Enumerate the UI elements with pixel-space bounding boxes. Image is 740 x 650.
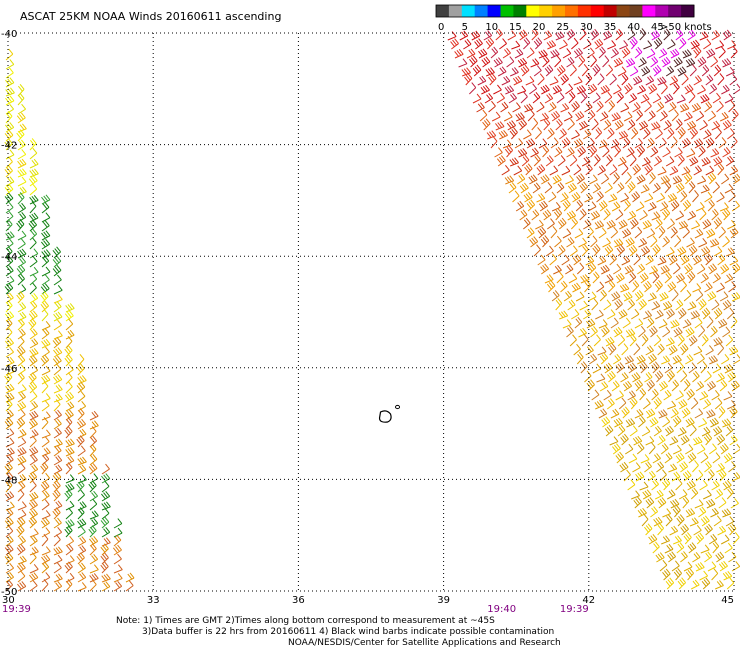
- colorbar-swatch: [436, 5, 450, 17]
- wind-speed-colorbar: 0 5 10 15 20 25 30 35 40 45: [435, 4, 695, 33]
- colorbar-tick-label: 5: [462, 22, 468, 33]
- colorbar-swatch: [500, 5, 514, 17]
- colorbar-swatch: [655, 5, 669, 17]
- note-line-1: Note: 1) Times are GMT 2)Times along bot…: [116, 616, 495, 626]
- colorbar-swatch: [629, 5, 643, 17]
- latitude-label: -44: [1, 252, 17, 263]
- colorbar-tick-label: 0: [438, 22, 444, 33]
- pass-time-label: 19:40: [487, 604, 516, 615]
- island-outline: [378, 404, 401, 423]
- colorbar-swatch: [681, 5, 695, 17]
- colorbar-swatch: [526, 5, 540, 17]
- colorbar-tick-label: 10: [485, 22, 498, 33]
- colorbar-swatch: [642, 5, 656, 17]
- longitude-label: 30: [2, 595, 15, 606]
- colorbar-swatch: [448, 5, 463, 17]
- longitude-label: 33: [147, 595, 160, 606]
- colorbar-tick-label: 25: [556, 22, 569, 33]
- lat-lon-grid: [7, 32, 735, 592]
- note-line-3: NOAA/NESDIS/Center for Satellite Applica…: [288, 638, 561, 648]
- colorbar-tick-label: 45: [651, 22, 664, 33]
- colorbar-swatch: [565, 5, 579, 17]
- colorbar-swatch: [474, 5, 489, 17]
- colorbar-swatch: [668, 5, 682, 17]
- colorbar-swatch: [616, 5, 630, 17]
- colorbar-tick-label: 15: [509, 22, 522, 33]
- colorbar-swatch: [552, 5, 566, 17]
- colorbar-swatch: [539, 5, 553, 17]
- colorbar-tick-label: 30: [580, 22, 593, 33]
- latitude-label: -40: [1, 29, 17, 40]
- note-line-2: 3)Data buffer is 22 hrs from 20160611 4)…: [142, 627, 555, 637]
- colorbar-swatch: [487, 5, 501, 17]
- colorbar-swatch: [513, 5, 527, 17]
- latitude-label: -50: [1, 587, 17, 598]
- longitude-label: 42: [582, 595, 595, 606]
- pass-time-label: 19:39: [2, 604, 31, 615]
- pass-time-label: 19:39: [560, 604, 589, 615]
- longitude-labels: 30 33 36 39 42 45: [2, 595, 734, 606]
- colorbar-swatch: [461, 5, 476, 17]
- latitude-label: -42: [1, 141, 17, 152]
- longitude-label: 36: [292, 595, 305, 606]
- colorbar-unit-label: >50 knots: [660, 22, 712, 33]
- latitude-label: -46: [1, 364, 17, 375]
- colorbar-swatch: [590, 5, 605, 17]
- longitude-label: 45: [721, 595, 734, 606]
- latitude-labels: -40 -42 -44 -46 -48 -50: [1, 29, 17, 598]
- colorbar-swatch: [577, 5, 592, 17]
- colorbar-tick-label: 35: [604, 22, 617, 33]
- colorbar-tick-label: 20: [533, 22, 546, 33]
- colorbar-tick-label: 40: [627, 22, 640, 33]
- map-title: ASCAT 25KM NOAA Winds 20160611 ascending: [20, 10, 281, 23]
- pass-time-labels: 19:39 19:40 19:39: [2, 604, 589, 615]
- longitude-label: 39: [437, 595, 450, 606]
- latitude-label: -48: [1, 475, 17, 486]
- wind-barb-swaths: [4, 28, 740, 592]
- colorbar-swatch: [603, 5, 618, 17]
